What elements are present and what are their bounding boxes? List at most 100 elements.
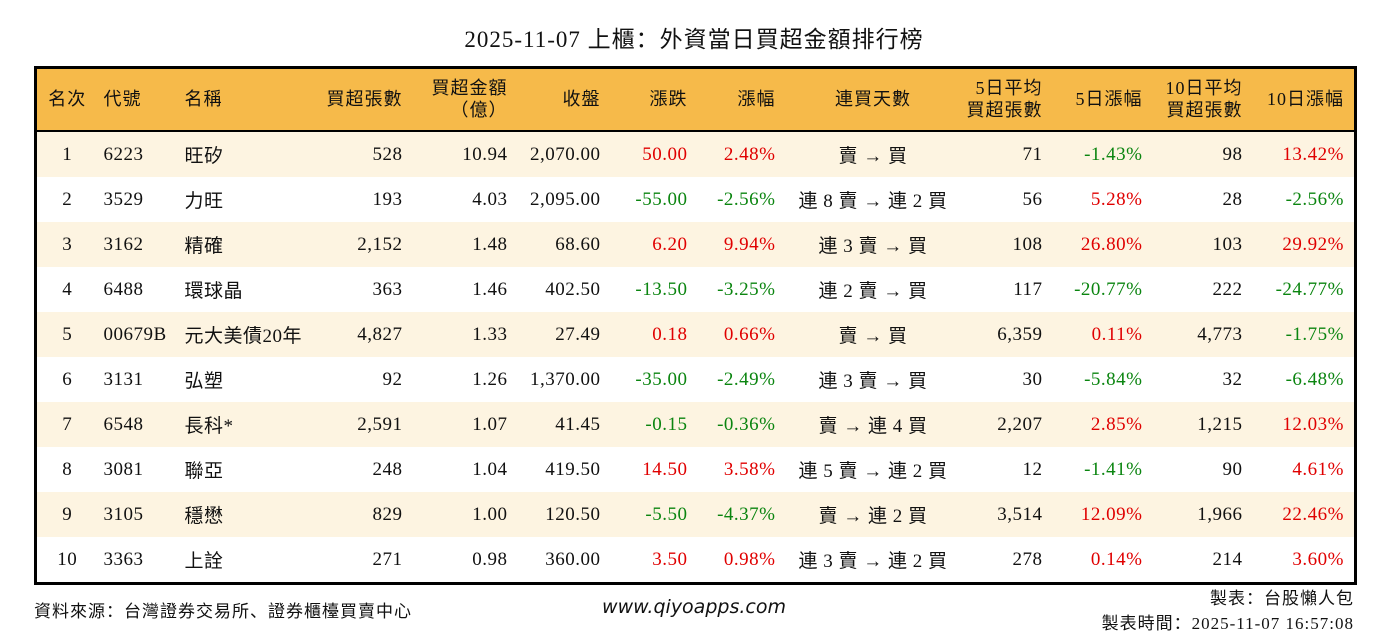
cell-change: 14.50 [642,458,688,480]
cell-net-buy-amount: 10.94 [462,143,508,165]
cell-change-pct: -3.25% [717,278,776,300]
cell-net-buy-amount: 1.48 [472,233,508,255]
cell-rank: 10 [57,548,78,570]
cell-streak: 賣 → 連 2 買 [818,506,928,527]
cell-change: 6.20 [652,233,688,255]
cell-streak: 連 3 賣 → 買 [818,236,928,257]
cell-change-pct: 0.66% [723,323,776,345]
cell-avg10-volume: 4,773 [1197,323,1243,345]
cell-pct10: -6.48% [1285,368,1344,390]
cell-pct5: -1.41% [1084,458,1143,480]
cell-net-buy-amount: 4.03 [472,188,508,210]
cell-close: 2,070.00 [530,143,601,165]
cell-streak: 連 3 賣 → 買 [818,371,928,392]
table-body: 1 6223 旺矽 528 10.94 2,070.00 50.00 2.48% 賣 → 買 71… [35,131,1356,584]
cell-change-pct: -2.56% [717,188,776,210]
cell-net-buy-amount: 1.07 [472,413,508,435]
col-header-change: 漲跌 [610,67,698,132]
cell-net-buy-amount: 1.33 [472,323,508,345]
cell-avg10-volume: 222 [1212,278,1243,300]
cell-close: 120.50 [545,503,601,525]
footer: 資料來源：台灣證券交易所、證券櫃檯買賣中心 www.qiyoapps.com 製… [34,585,1354,637]
cell-pct5: -1.43% [1084,143,1143,165]
author: 製表：台股懶人包 [1210,589,1354,608]
cell-change: -13.50 [635,278,688,300]
cell-avg10-volume: 90 [1222,458,1243,480]
table-row: 4 6488 環球晶 363 1.46 402.50 -13.50 -3.25% 連 2 賣 →… [36,267,1356,312]
cell-rank: 2 [62,188,73,210]
cell-pct5: -5.84% [1084,368,1143,390]
cell-pct10: 12.03% [1282,413,1344,435]
col-header-streak: 連買天數 [785,67,961,132]
col-header-rank: 名次 [35,67,98,132]
cell-pct5: 12.09% [1080,503,1143,525]
data-source: 資料來源：台灣證券交易所、證券櫃檯買賣中心 [34,602,412,621]
col-header-net-buy-volume: 買超張數 [312,67,413,132]
foreign-net-buy-report: 2025-11-07 上櫃：外資當日買超金額排行榜 名次 代號 名稱 買超張數 買超金額… [34,27,1357,633]
col-header-avg5-volume: 5日平均 買超張數 [960,67,1053,132]
cell-net-buy-amount: 0.98 [472,548,508,570]
col-header-pct10: 10日漲幅 [1252,67,1356,132]
cell-streak: 連 8 賣 → 連 2 買 [798,191,948,212]
cell-close: 1,370.00 [530,368,601,390]
cell-change: -5.50 [645,503,688,525]
cell-name: 穩懋 [184,506,224,527]
table-row: 6 3131 弘塑 92 1.26 1,370.00 -35.00 -2.49% 連 3 賣 →… [36,357,1356,402]
cell-close: 27.49 [555,323,601,345]
cell-close: 68.60 [555,233,601,255]
table-row: 3 3162 精確 2,152 1.48 68.60 6.20 9.94% 連 3 賣 → 買 1… [35,222,1356,267]
page-title: 2025-11-07 上櫃：外資當日買超金額排行榜 [464,27,924,52]
cell-pct10: 22.46% [1282,503,1344,525]
cell-change: -0.15 [645,413,688,435]
table-row: 5 00679B 元大美債20年 4,827 1.33 27.49 0.18 0.66% 賣 →… [35,312,1356,357]
cell-streak: 賣 → 買 [838,146,908,167]
cell-change: 3.50 [652,548,688,570]
cell-streak: 賣 → 連 4 買 [818,416,928,437]
cell-net-buy-volume: 528 [372,143,403,165]
cell-pct5: 0.14% [1090,548,1143,570]
cell-streak: 連 3 賣 → 連 2 買 [798,551,948,572]
cell-streak: 連 2 賣 → 買 [818,281,928,302]
cell-change-pct: 3.58% [723,458,776,480]
cell-pct10: 13.42% [1282,143,1344,165]
cell-change: 0.18 [652,323,688,345]
cell-net-buy-amount: 1.46 [472,278,508,300]
cell-name: 力旺 [184,191,224,212]
cell-change: 50.00 [642,143,688,165]
col-header-code: 代號 [97,67,179,132]
cell-code: 00679B [103,323,167,345]
cell-code: 3105 [103,503,144,525]
cell-change: -35.00 [635,368,688,390]
col-header-change-pct: 漲幅 [697,67,786,132]
cell-avg5-volume: 56 [1022,188,1043,210]
cell-rank: 3 [62,233,73,255]
cell-streak: 連 5 賣 → 連 2 買 [798,461,948,482]
cell-code: 3162 [103,233,144,255]
col-header-pct5: 5日漲幅 [1052,67,1153,132]
cell-net-buy-volume: 271 [372,548,403,570]
timestamp: 製表時間：2025-11-07 16:57:08 [1101,614,1354,633]
cell-close: 402.50 [545,278,601,300]
cell-name: 精確 [184,236,224,257]
cell-avg5-volume: 6,359 [997,323,1043,345]
cell-avg10-volume: 1,215 [1197,413,1243,435]
col-header-close: 收盤 [517,67,611,132]
cell-net-buy-volume: 2,591 [357,413,403,435]
cell-change-pct: -2.49% [717,368,776,390]
cell-code: 6548 [103,413,144,435]
cell-close: 41.45 [555,413,601,435]
cell-pct5: -20.77% [1074,278,1143,300]
cell-avg10-volume: 214 [1212,548,1243,570]
cell-net-buy-volume: 4,827 [357,323,403,345]
col-header-avg10-volume: 10日平均 買超張數 [1152,67,1253,132]
cell-change-pct: -4.37% [717,503,776,525]
cell-avg10-volume: 103 [1212,233,1243,255]
cell-code: 3131 [103,368,144,390]
cell-change-pct: 9.94% [723,233,776,255]
cell-pct5: 0.11% [1091,323,1143,345]
cell-name: 弘塑 [184,371,224,392]
website-url: www.qiyoapps.com [602,596,786,618]
cell-change-pct: 2.48% [723,143,776,165]
cell-name: 聯亞 [184,461,224,482]
header-row: 名次 代號 名稱 買超張數 買超金額 （億） 收盤 漲跌 漲幅 連買天數 5日平均 買超張數 5日漲… [35,67,1356,132]
